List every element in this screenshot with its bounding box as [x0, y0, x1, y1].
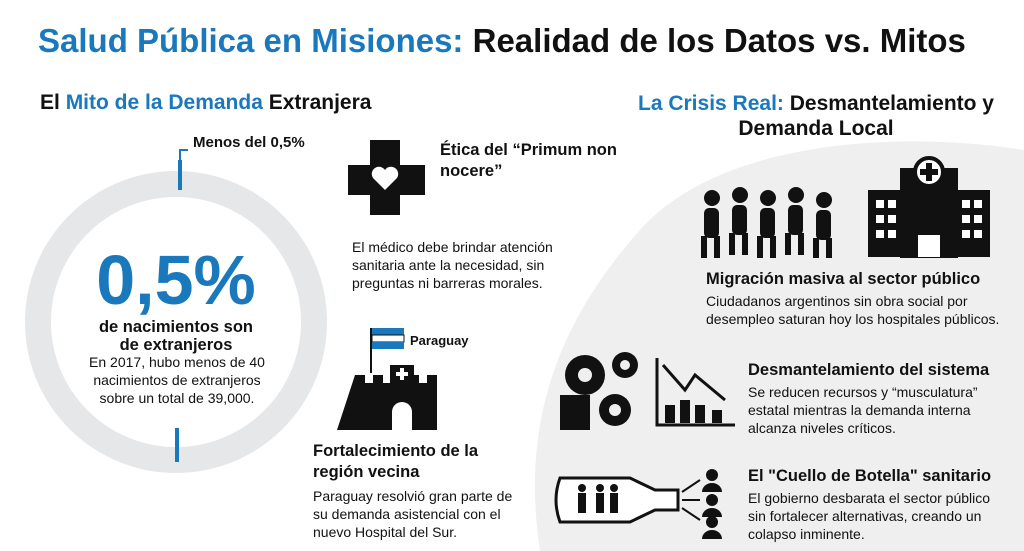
donut-label: de nacimientos son de extranjeros [98, 318, 254, 354]
item-title: Desmantelamiento del sistema [748, 361, 990, 379]
item-text: Ciudadanos argentinos sin obra social po… [706, 293, 1000, 327]
castle-icon [337, 328, 437, 430]
right-heading: La Crisis Real: Desmantelamiento y Deman… [630, 91, 1002, 141]
medical-cross-icon [348, 140, 425, 215]
heading-highlight: La Crisis Real: [638, 92, 784, 115]
left-heading: El Mito de la Demanda Extranjera [40, 91, 371, 115]
title-highlight: Salud Pública en Misiones: [38, 22, 464, 59]
heading-highlight: Mito de la Demanda [65, 91, 263, 114]
flag-label: Paraguay [410, 333, 469, 348]
hospital-icon [868, 156, 990, 258]
title-rest: Realidad de los Datos vs. Mitos [472, 22, 966, 59]
heading-text: El [40, 91, 60, 114]
bottle-icon [554, 476, 680, 524]
item-text: Se reducen recursos y “musculatura” esta… [748, 384, 978, 436]
donut-note: En 2017, hubo menos de 40 nacimientos de… [89, 354, 265, 406]
page-title: Salud Pública en Misiones: Realidad de l… [38, 22, 966, 60]
donut-callout: Menos del 0,5% [193, 134, 305, 151]
item-title: El "Cuello de Botella" sanitario [748, 467, 992, 485]
heading-text: Extranjera [268, 91, 372, 114]
arrows-people-icon [681, 469, 722, 539]
ethics-text: El médico debe brindar atención sanitari… [352, 239, 553, 291]
paraguay-text: Paraguay resolvió gran parte de su deman… [313, 488, 513, 540]
item-title: Migración masiva al sector público [706, 270, 981, 288]
paraguay-title: Fortalecimiento de la región vecina [313, 442, 479, 481]
declining-chart-icon [655, 358, 735, 427]
people-icon [701, 187, 832, 258]
callout-line [179, 149, 188, 160]
gears-icon [560, 352, 638, 430]
heading-text: Desmantelamiento y Demanda Local [738, 92, 994, 140]
big-figure: 0,5% [96, 241, 256, 319]
ethics-title: Ética del “Primum non nocere” [440, 141, 617, 180]
item-text: El gobierno desbarata el sector público … [748, 490, 991, 542]
